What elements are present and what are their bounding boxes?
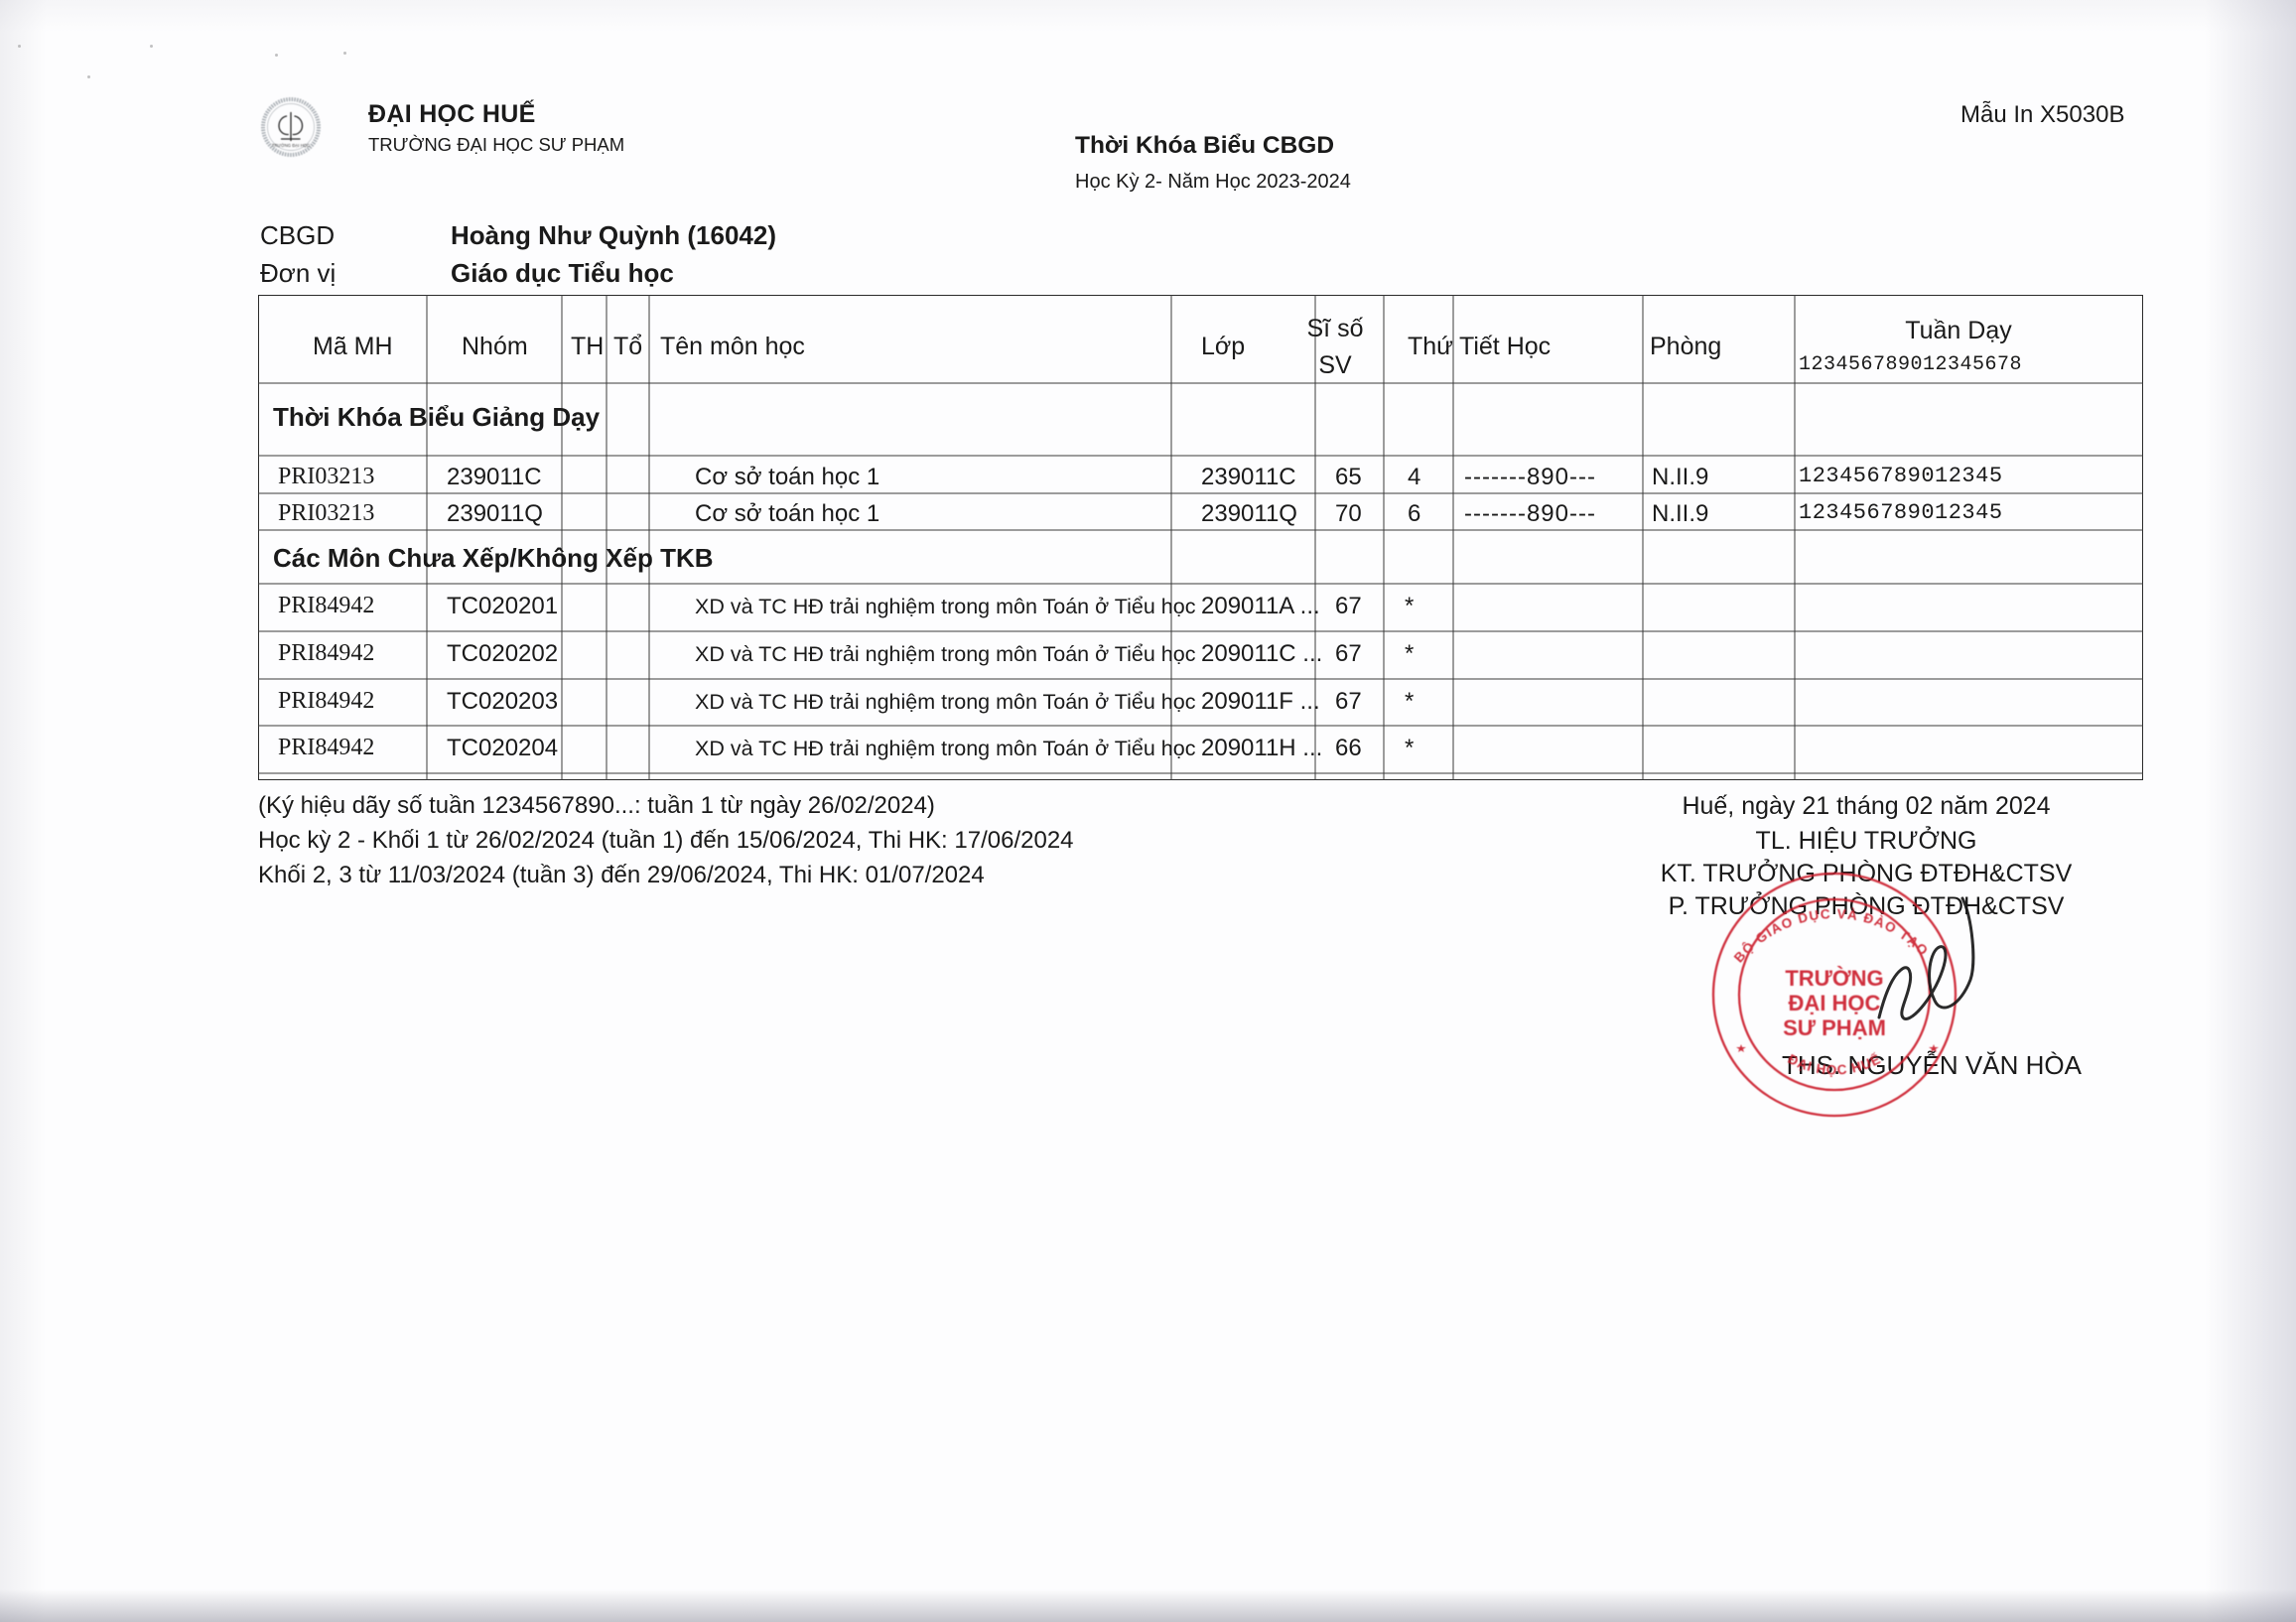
svg-text:TRƯỜNG ĐẠI HỌC: TRƯỜNG ĐẠI HỌC xyxy=(272,143,310,148)
